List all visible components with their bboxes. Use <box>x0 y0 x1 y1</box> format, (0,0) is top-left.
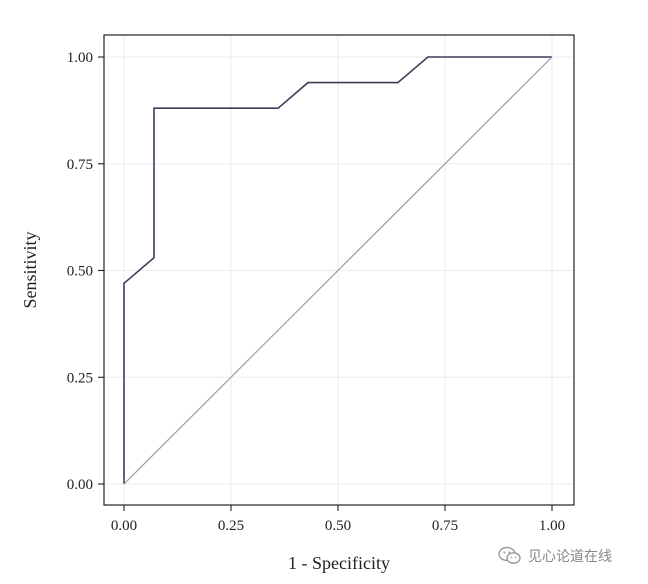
watermark: 见心论道在线 <box>498 545 612 567</box>
x-tick-label: 0.75 <box>432 518 458 534</box>
y-tick-label: 0.75 <box>67 157 93 173</box>
reference-diagonal-line <box>123 56 553 485</box>
x-axis: 0.00 0.25 0.50 0.75 1.00 <box>111 505 565 534</box>
x-axis-label: 1 - Specificity <box>288 553 390 573</box>
y-tick-label: 0.25 <box>67 370 93 386</box>
y-axis-label: Sensitivity <box>20 231 40 308</box>
x-tick-label: 0.00 <box>111 518 137 534</box>
y-tick-label: 0.50 <box>67 264 93 280</box>
y-tick-label: 0.00 <box>67 477 93 493</box>
y-tick-label: 1.00 <box>67 50 93 66</box>
series-layer <box>123 56 553 485</box>
roc-curve-line <box>123 56 552 484</box>
x-tick-label: 1.00 <box>539 518 565 534</box>
y-axis: 0.00 0.25 0.50 0.75 1.00 <box>67 50 104 493</box>
watermark-text: 见心论道在线 <box>528 549 612 565</box>
x-tick-label: 0.50 <box>325 518 351 534</box>
wechat-icon <box>498 546 522 566</box>
x-tick-label: 0.25 <box>218 518 244 534</box>
